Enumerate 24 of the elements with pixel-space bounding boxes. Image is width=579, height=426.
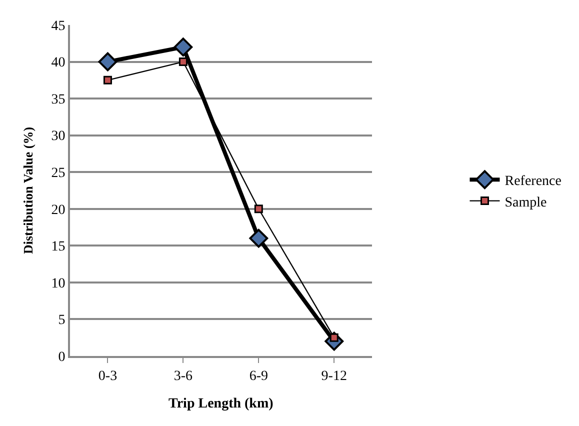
legend-label: Sample: [504, 195, 547, 210]
y-tick-label: 5: [58, 313, 66, 328]
legend-label: Reference: [504, 174, 562, 190]
point: [103, 76, 112, 84]
y-tick-label: 0: [58, 350, 66, 365]
point: [174, 38, 193, 57]
x-tick-label: 0-3: [98, 368, 118, 384]
y-tick-label: 25: [51, 166, 66, 182]
point: [98, 52, 118, 72]
x-tick-label: 6-9: [249, 368, 268, 384]
x-axis-title: Trip Length (km): [168, 396, 274, 412]
point: [249, 228, 268, 248]
y-tick-label: 20: [51, 202, 66, 218]
x-tick-label: 3-6: [174, 368, 193, 384]
y-tick-label: 10: [51, 276, 66, 292]
y-axis-title: Distribution Value (%): [20, 126, 36, 254]
point: [178, 58, 188, 66]
y-tick-label: 30: [51, 129, 66, 144]
y-tick-label: 15: [51, 240, 66, 255]
y-tick-label: 35: [51, 92, 66, 108]
point: [254, 204, 263, 214]
x-tick-label: 9-12: [321, 368, 347, 384]
y-tick-label: 45: [51, 18, 66, 34]
y-tick-label: 40: [51, 56, 66, 71]
